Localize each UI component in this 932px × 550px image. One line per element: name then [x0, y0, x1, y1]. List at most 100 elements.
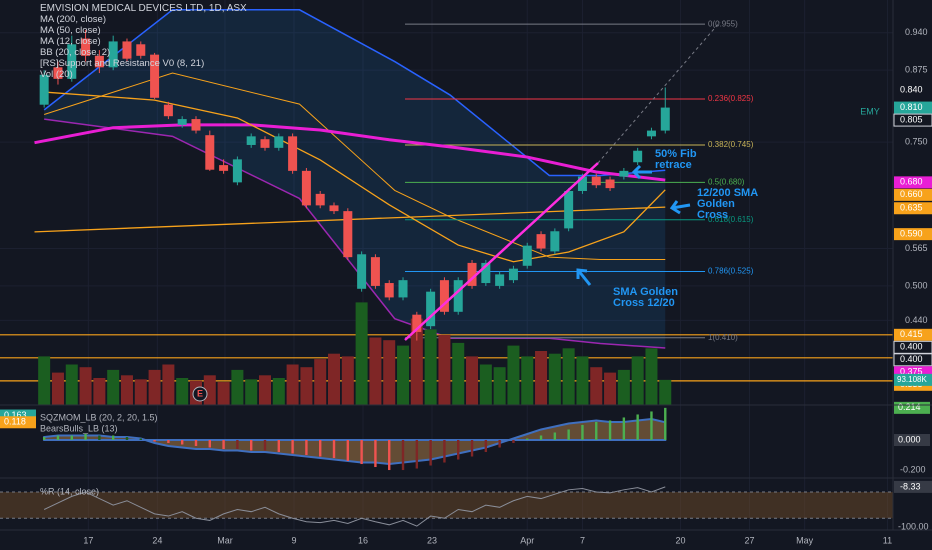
moving-average: [34, 123, 666, 182]
price-label: 0.805: [900, 114, 923, 124]
band: [0, 491, 893, 519]
volume-bar: [300, 367, 313, 405]
chart-title: EMVISION MEDICAL DEVICES LTD, 1D, ASX: [40, 3, 247, 14]
moving-average: [44, 91, 666, 263]
arrow: [669, 200, 691, 215]
volume-bar: [659, 379, 672, 405]
y-tick-label: 0.875: [905, 65, 928, 75]
volume-bar: [576, 356, 589, 405]
candle-body: [508, 268, 518, 281]
legend-entry[interactable]: [RS]Support and Resistance V0 (8, 21): [40, 58, 205, 69]
x-tick-label: 9: [291, 535, 296, 545]
volume-bar: [604, 372, 617, 405]
price-label: 0.660: [900, 189, 923, 199]
momentum-bar: [429, 439, 432, 466]
y-tick-label: 0.940: [905, 27, 928, 37]
momentum-bar: [98, 435, 101, 440]
legend-entry[interactable]: MA (200, close): [40, 14, 106, 25]
arrows: [576, 164, 691, 286]
x-tick-label: 11: [883, 535, 892, 545]
candle-body: [191, 119, 201, 131]
foreground-layer: 17 24 Mar 9 16 23 Apr 7 20 27 May 11 0.940 0.875 0.750…: [0, 19, 932, 545]
momentum-bar: [194, 439, 198, 447]
value-marker: -8.33: [900, 481, 921, 491]
bb-fill: [44, 9, 666, 349]
momentum-bar: [526, 438, 529, 440]
momentum-bar: [595, 421, 598, 440]
momentum-bar: [484, 439, 488, 453]
candle-body: [343, 211, 353, 258]
momentum-bar: [139, 438, 142, 440]
y-tick-label: -0.200: [900, 464, 926, 474]
volume-bar: [259, 375, 272, 405]
candle-body: [467, 262, 477, 286]
momentum-bar: [42, 436, 46, 440]
volume-bar: [314, 359, 327, 405]
y-tick-label: 0.750: [905, 136, 928, 146]
volume-bar: [162, 364, 175, 405]
volume-bar: [521, 356, 534, 405]
legend-entry[interactable]: MA (50, close): [40, 25, 101, 36]
momentum-bar: [111, 435, 115, 440]
momentum-bar: [56, 435, 60, 440]
candle-body: [260, 139, 270, 148]
volume-bar: [51, 372, 64, 405]
volume-bar: [369, 337, 382, 405]
volume-bar: [328, 353, 341, 405]
price-label-box: [893, 113, 932, 127]
fib-label: 0.382(0.745): [708, 140, 754, 149]
volume-bar: [631, 356, 644, 405]
price-label: 0.810: [900, 102, 923, 112]
value-marker-box: [0, 416, 36, 429]
y-tick-label: 0.440: [905, 315, 928, 325]
pane-title: %R (14, close): [40, 486, 99, 496]
candle-body: [81, 38, 91, 56]
candle-body: [564, 190, 574, 229]
volume-label: 93.108K: [897, 375, 927, 384]
y-tick-label: 0.565: [905, 243, 928, 253]
legend-entry[interactable]: Vol (20): [40, 69, 73, 80]
volume-bar: [590, 367, 603, 405]
volume-bar: [410, 318, 423, 405]
candle-body: [163, 104, 173, 117]
ticker: EMY: [860, 106, 880, 116]
candle-body: [646, 130, 656, 137]
legend-entry[interactable]: MA (12, close): [40, 36, 101, 47]
fib-label: 0.5(0.680): [708, 177, 745, 186]
arrow: [631, 164, 652, 180]
price-label-box: [894, 228, 932, 241]
volume-bar: [107, 369, 120, 405]
fib-label: 0(0.955): [708, 19, 738, 28]
momentum-bar: [277, 439, 281, 453]
background-layer: [0, 0, 893, 530]
price-label-box: [894, 101, 932, 114]
earnings-marker[interactable]: [192, 386, 208, 402]
value-marker: 0.214: [898, 402, 921, 412]
x-tick-label: Mar: [217, 535, 233, 545]
price-label: 0.400: [900, 354, 923, 364]
volume-bar: [134, 379, 147, 405]
candle-body: [108, 41, 118, 68]
candle-body: [481, 262, 491, 284]
volume-bar: [245, 379, 258, 405]
pane-legend: SQZMOM_LB (20, 2, 20, 1.5): [40, 412, 158, 422]
momentum-bar: [512, 439, 515, 444]
momentum-bar: [70, 435, 73, 440]
volume-bar: [397, 345, 410, 405]
volume-bar: [507, 345, 520, 405]
candle-body: [412, 314, 422, 332]
momentum-bar: [498, 439, 501, 448]
candle-body: [619, 170, 629, 177]
momentum-bar: [84, 433, 87, 440]
momentum-bar: [249, 439, 253, 451]
momentum-bar: [388, 439, 391, 471]
x-tick-label: May: [796, 535, 814, 545]
candle-body: [94, 55, 104, 68]
annotation: 12/200 SMA Golden Cross: [697, 187, 758, 221]
candle-body: [660, 107, 670, 131]
y-tick-label: -100.00: [898, 521, 929, 531]
legend-entry[interactable]: BB (20, close, 2): [40, 47, 111, 58]
volume-bar: [424, 329, 437, 405]
candle-body: [495, 274, 505, 286]
